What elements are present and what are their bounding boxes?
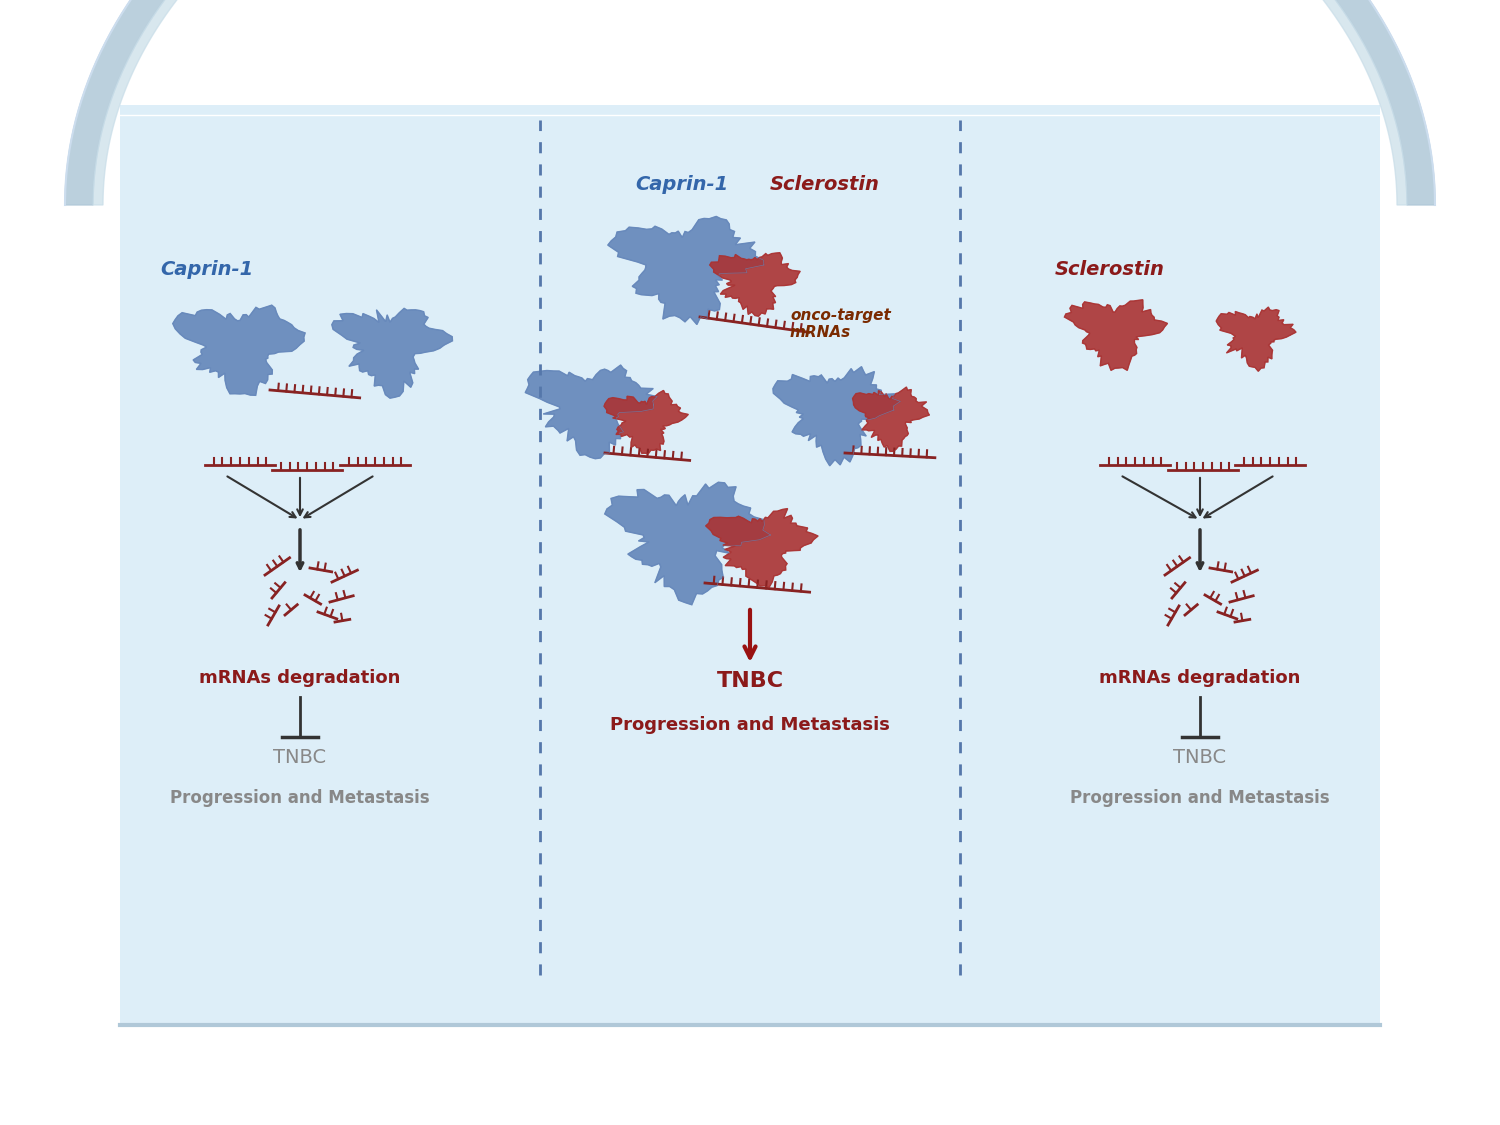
Text: TNBC: TNBC [1173, 748, 1227, 767]
Text: Caprin-1: Caprin-1 [634, 176, 729, 194]
Text: mRNAs degradation: mRNAs degradation [200, 669, 400, 687]
Polygon shape [172, 305, 304, 395]
Polygon shape [525, 364, 657, 459]
Polygon shape [64, 0, 1435, 205]
Text: Progression and Metastasis: Progression and Metastasis [610, 716, 890, 734]
Text: Sclerostin: Sclerostin [1054, 260, 1166, 279]
Polygon shape [852, 387, 930, 451]
Text: Progression and Metastasis: Progression and Metastasis [170, 789, 430, 807]
Polygon shape [1216, 307, 1296, 371]
Polygon shape [705, 508, 818, 587]
Text: Sclerostin: Sclerostin [770, 176, 880, 194]
Polygon shape [1065, 299, 1167, 370]
Text: onco-target
mRNAs: onco-target mRNAs [790, 307, 891, 340]
Polygon shape [608, 216, 764, 324]
Polygon shape [93, 0, 1407, 205]
Text: mRNAs degradation: mRNAs degradation [1100, 669, 1300, 687]
Text: Progression and Metastasis: Progression and Metastasis [1070, 789, 1330, 807]
Polygon shape [604, 483, 771, 605]
Polygon shape [710, 253, 800, 316]
FancyBboxPatch shape [120, 105, 1380, 1025]
Polygon shape [772, 367, 900, 466]
Text: TNBC: TNBC [273, 748, 327, 767]
Polygon shape [332, 308, 453, 398]
Polygon shape [604, 390, 688, 453]
Text: Caprin-1: Caprin-1 [160, 260, 254, 279]
Text: TNBC: TNBC [717, 670, 783, 691]
